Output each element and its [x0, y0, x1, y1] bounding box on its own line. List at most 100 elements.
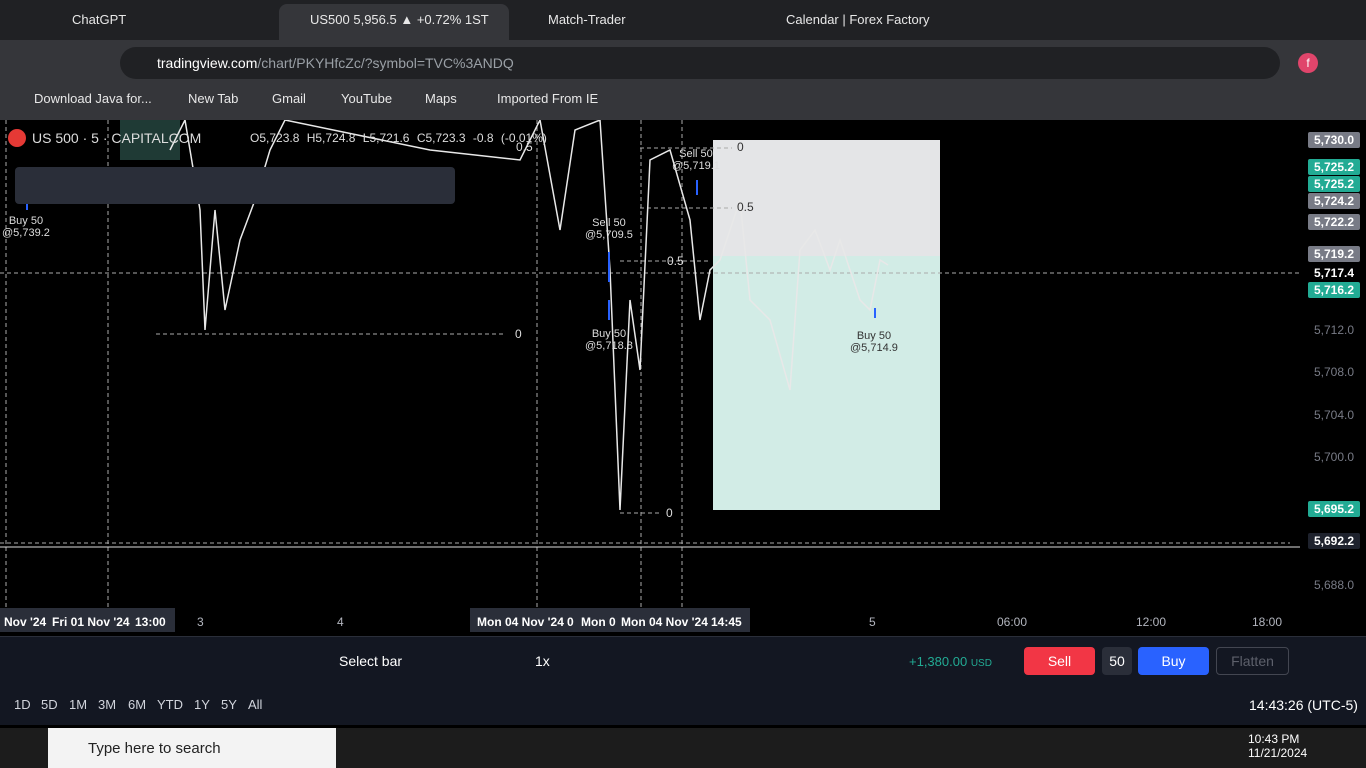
time-label: Mon 0: [581, 615, 616, 629]
period[interactable]: YTD: [157, 697, 183, 712]
time-label: 18:00: [1252, 615, 1283, 629]
search-box[interactable]: [48, 728, 336, 768]
change: -0.8 (-0.01%): [472, 131, 547, 145]
time-label: 06:00: [997, 615, 1028, 629]
search-placeholder: Type here to search: [88, 740, 221, 757]
price-badge: 5,692.2: [1308, 533, 1360, 549]
pnl-value: +1,380.00: [909, 654, 968, 669]
fib-label: 0.5: [516, 140, 533, 154]
tab[interactable]: Calendar | Forex Factory: [786, 12, 930, 27]
period[interactable]: All: [248, 697, 263, 712]
clock: 14:43:26 (UTC-5): [1249, 697, 1358, 713]
tray-time: 10:43 PM: [1248, 732, 1300, 746]
trade-price: @5,714.9: [850, 342, 898, 354]
speed[interactable]: 1x: [535, 653, 550, 669]
price-badge: 5,719.2: [1308, 246, 1360, 262]
time-label: Fri 01 Nov '24: [52, 615, 130, 629]
symbol-icon: [8, 129, 26, 147]
tray-date: 11/21/2024: [1248, 746, 1308, 760]
bookmark[interactable]: YouTube: [341, 91, 393, 106]
bookmark[interactable]: Maps: [425, 91, 457, 106]
low: L5,721.6: [362, 131, 410, 145]
time-label: Mon 04 Nov '24: [477, 615, 564, 629]
time-label: 0: [567, 615, 574, 629]
time-label: 4: [337, 615, 344, 629]
tab[interactable]: ChatGPT: [72, 12, 127, 27]
period[interactable]: 5Y: [221, 697, 237, 712]
trade-side: Sell 50: [679, 148, 713, 160]
period[interactable]: 1Y: [194, 697, 210, 712]
guides: [0, 120, 1300, 610]
trade-price: @5,739.2: [2, 227, 50, 239]
price-badge: 5,730.0: [1308, 132, 1360, 148]
trade-arrows: [26, 180, 876, 320]
trade-side: Buy 50: [591, 328, 627, 340]
price-line: [169, 120, 889, 511]
time-label: 13:00: [135, 615, 166, 629]
period[interactable]: 1M: [69, 697, 88, 712]
time-label: 3: [197, 615, 204, 629]
trade-label: Sell 50 @5,719.1: [672, 148, 720, 172]
trade-label: Buy 50 @5,739.2: [2, 215, 50, 239]
bookmark[interactable]: Imported From IE: [497, 91, 599, 106]
url-host: tradingview.com: [157, 55, 258, 71]
trade-label: Sell 50 @5,709.5: [585, 217, 633, 241]
ohlc: O5,723.8 H5,724.8 L5,721.6 C5,723.3 -0.8…: [250, 131, 547, 145]
bookmark[interactable]: Download Java for...: [34, 91, 152, 106]
time-label: 5: [869, 615, 876, 629]
fib-label: 0.5: [737, 200, 754, 214]
bookmark[interactable]: New Tab: [188, 91, 239, 106]
price-label: 5,704.0: [1314, 408, 1355, 422]
chart-area: [0, 120, 1300, 610]
fib-label: 0: [666, 506, 673, 520]
period-bar: [0, 685, 1366, 725]
time-highlight: [0, 608, 175, 632]
price-badge: 5,724.2: [1308, 193, 1360, 209]
period[interactable]: 6M: [128, 697, 147, 712]
bookmark[interactable]: Gmail: [272, 91, 306, 106]
period[interactable]: 3M: [98, 697, 117, 712]
period[interactable]: 1D: [14, 697, 31, 712]
period[interactable]: 5D: [41, 697, 58, 712]
price-badge: 5,725.2: [1308, 176, 1360, 192]
close: C5,723.3: [416, 131, 466, 145]
price-label: 5,688.0: [1314, 578, 1355, 592]
time-highlight: [470, 608, 750, 632]
url-path: /chart/PKYHfcZc/?symbol=TVC%3ANDQ: [257, 55, 514, 71]
trade-price: @5,709.5: [585, 229, 633, 241]
price-badge: 5,717.4: [1308, 265, 1360, 281]
open: O5,723.8: [250, 131, 300, 145]
trade-side: Buy 50: [856, 330, 892, 342]
fib-label: 0: [515, 327, 522, 341]
active-tab[interactable]: [279, 4, 509, 40]
quantity[interactable]: 50: [1102, 647, 1132, 675]
flatten-button[interactable]: Flatten: [1216, 647, 1289, 675]
price-label: 5,708.0: [1314, 365, 1355, 379]
pnl-currency: USD: [970, 658, 992, 669]
price-badge: 5,716.2: [1308, 282, 1360, 298]
time-label: 12:00: [1136, 615, 1167, 629]
trade-side: Buy 50: [8, 215, 44, 227]
fib-label: 0: [737, 140, 744, 154]
time-label: Mon 04 Nov '24: [621, 615, 708, 629]
tab[interactable]: Match-Trader: [548, 12, 626, 27]
omnibox[interactable]: [120, 47, 1280, 79]
stop-zone: [713, 140, 940, 256]
buy-button[interactable]: Buy: [1138, 647, 1209, 675]
target-zone: [713, 256, 940, 510]
time-label: Nov '24: [4, 615, 47, 629]
sell-button[interactable]: Sell: [1024, 647, 1095, 675]
high: H5,724.8: [306, 131, 356, 145]
symbol[interactable]: US 500 · 5 · CAPITALCOM: [32, 130, 202, 146]
select-bar[interactable]: Select bar: [339, 653, 403, 669]
zoom-controls[interactable]: [578, 551, 748, 577]
profile[interactable]: f: [1298, 53, 1318, 73]
url: tradingview.com/chart/PKYHfcZc/?symbol=T…: [157, 55, 514, 71]
price-label: 5,700.0: [1314, 450, 1355, 464]
fib-label: 0.5: [667, 254, 684, 268]
trade-label: Buy 50 @5,718.8: [585, 328, 633, 352]
drawing-toolbar[interactable]: [15, 167, 455, 204]
price-badge: 5,722.2: [1308, 214, 1360, 230]
tab[interactable]: US500 5,956.5 ▲ +0.72% 1ST: [310, 12, 489, 27]
